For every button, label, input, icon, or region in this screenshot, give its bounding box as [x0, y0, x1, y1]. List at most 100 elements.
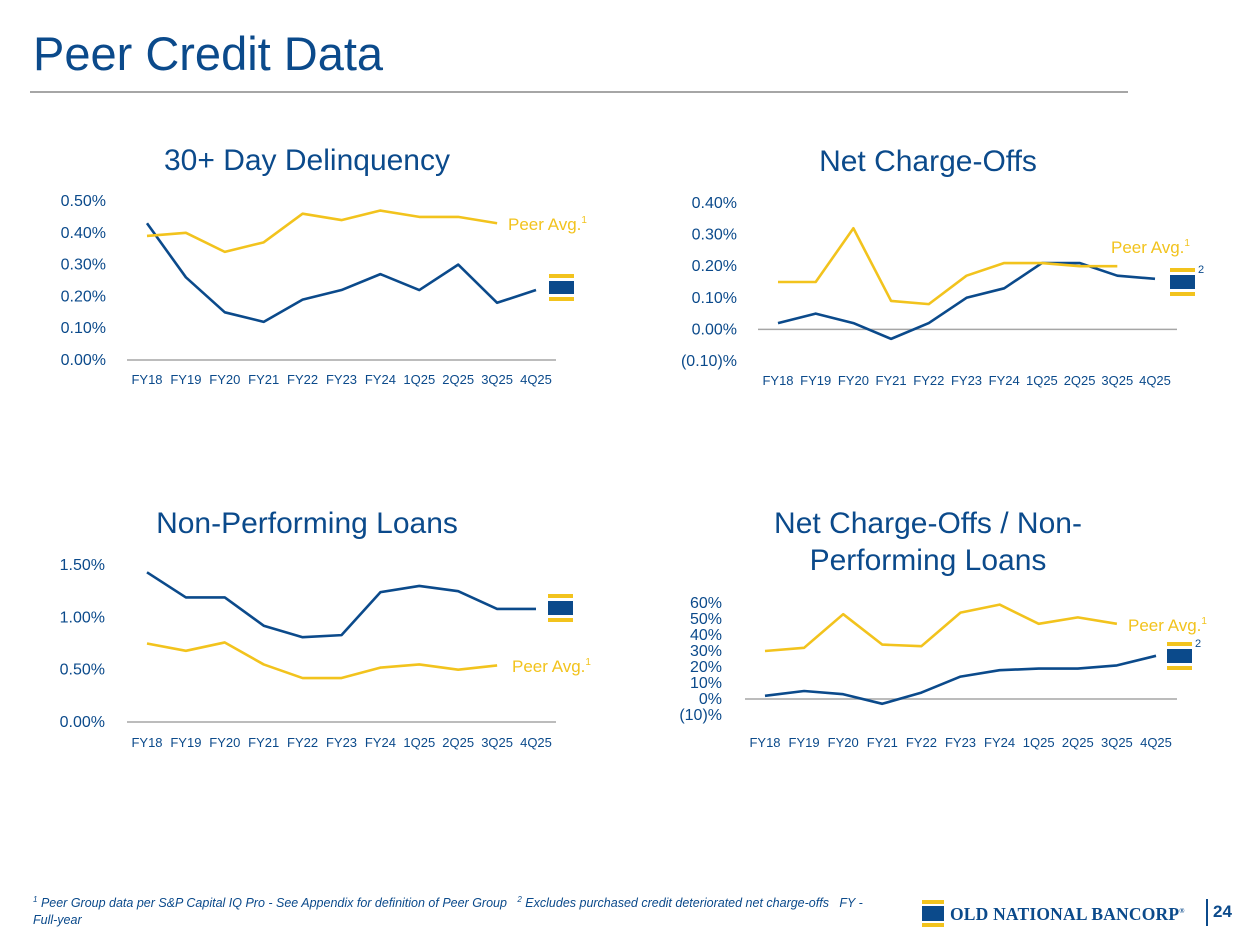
y-tick-label: 0.10% — [61, 320, 106, 337]
peer-avg-series-line — [146, 641, 498, 680]
footnote-1: Peer Group data per S&P Capital IQ Pro -… — [40, 896, 507, 911]
footnote: 1 Peer Group data per S&P Capital IQ Pro… — [33, 895, 873, 929]
x-tick-label: 3Q25 — [1101, 735, 1133, 750]
y-tick-label: 20% — [690, 659, 722, 676]
footnote-1-mark: 1 — [33, 895, 38, 904]
old-national-series-line — [764, 654, 1157, 706]
x-tick-label: FY19 — [170, 372, 201, 387]
peer-avg-series-line — [778, 226, 1118, 306]
x-tick-label: FY20 — [828, 735, 859, 750]
y-tick-label: (10)% — [679, 707, 722, 724]
x-tick-label: 3Q25 — [481, 372, 513, 387]
old-national-legend-marker — [1170, 268, 1195, 296]
x-tick-label: FY18 — [749, 735, 780, 750]
chart-title: Non-Performing Loans — [156, 507, 458, 540]
old-national-legend-marker — [1167, 642, 1192, 670]
x-tick-label: 2Q25 — [442, 372, 474, 387]
y-tick-label: 0.40% — [61, 225, 106, 242]
marker-navy-bar — [1167, 649, 1192, 663]
x-tick-label: FY22 — [913, 373, 944, 388]
chart-nco: Net Charge-Offs (0.10)% 0.00% 0.10% 0.20% 0.3… — [681, 145, 1204, 388]
x-tick-label: FY20 — [838, 373, 869, 388]
y-tick-label: 10% — [690, 675, 722, 692]
footnote-2-mark: 2 — [517, 895, 522, 904]
company-logo: OLD NATIONAL BANCORP® — [922, 900, 1212, 928]
marker-navy-bar — [548, 601, 573, 615]
x-tick-label: FY19 — [789, 735, 820, 750]
x-tick-label: FY24 — [989, 373, 1020, 388]
chart-nco_npl: Net Charge-Offs / Non- Performing Loans (1… — [679, 507, 1207, 750]
peer-avg-label: Peer Avg.1 — [508, 215, 587, 234]
x-tick-label: FY24 — [984, 735, 1015, 750]
marker-navy-bar — [549, 281, 574, 294]
x-tick-label: 2Q25 — [1062, 735, 1094, 750]
x-tick-label: FY22 — [906, 735, 937, 750]
footnote-2: Excludes purchased credit deteriorated n… — [525, 896, 829, 911]
footnote-3: FY - Full-year — [33, 896, 863, 928]
y-tick-label: 1.00% — [60, 609, 105, 626]
peer-avg-label: Peer Avg.1 — [1128, 616, 1207, 635]
old-national-series-line — [146, 571, 536, 639]
x-tick-label: 4Q25 — [1139, 373, 1171, 388]
y-tick-label: 0.30% — [692, 227, 737, 244]
marker-gold-bar-bottom — [549, 297, 574, 301]
old-national-flag-icon — [922, 900, 944, 927]
y-tick-label: 40% — [690, 627, 722, 644]
logo-text: OLD NATIONAL BANCORP® — [950, 904, 1185, 924]
x-tick-label: FY22 — [287, 372, 318, 387]
x-tick-label: 2Q25 — [1064, 373, 1096, 388]
peer-avg-footnote-mark: 1 — [585, 657, 591, 668]
y-tick-label: 0.20% — [692, 258, 737, 275]
y-tick-label: 50% — [690, 611, 722, 628]
peer-avg-label: Peer Avg.1 — [512, 657, 591, 676]
x-tick-label: FY21 — [248, 735, 279, 750]
marker-gold-bar-bottom — [1170, 292, 1195, 296]
peer-avg-series-line — [764, 603, 1118, 653]
y-tick-label: 0.20% — [61, 288, 106, 305]
x-tick-label: 1Q25 — [403, 372, 435, 387]
page-number: 24 — [1213, 902, 1232, 921]
x-tick-label: FY18 — [131, 372, 162, 387]
marker-gold-bar-top — [549, 274, 574, 278]
marker-gold-bar-bottom — [548, 618, 573, 622]
y-tick-label: 0.50% — [61, 193, 106, 210]
x-tick-label: FY22 — [287, 735, 318, 750]
x-tick-label: 1Q25 — [1023, 735, 1055, 750]
marker-gold-bar-bottom — [1167, 666, 1192, 670]
x-tick-label: FY18 — [762, 373, 793, 388]
old-national-legend-marker — [548, 594, 573, 622]
x-tick-label: FY19 — [170, 735, 201, 750]
chart-delinquency: 30+ Day Delinquency 0.00% 0.10% 0.20% 0.30% 0… — [61, 144, 588, 387]
peer-avg-label: Peer Avg.1 — [1111, 238, 1190, 257]
x-tick-label: FY20 — [209, 372, 240, 387]
title-divider — [30, 91, 1128, 93]
x-tick-label: FY23 — [951, 373, 982, 388]
old-national-series-line — [145, 222, 537, 324]
x-tick-label: FY21 — [248, 372, 279, 387]
y-tick-label: 0.00% — [61, 352, 106, 369]
chart-title: 30+ Day Delinquency — [164, 144, 450, 177]
y-tick-label: 0% — [699, 691, 722, 708]
old-national-legend-marker — [549, 274, 574, 301]
chart-title: Net Charge-Offs — [819, 145, 1037, 178]
page-title: Peer Credit Data — [33, 27, 384, 80]
marker-gold-bar-top — [1167, 642, 1192, 646]
peer-avg-series-line — [146, 209, 498, 254]
x-tick-label: FY20 — [209, 735, 240, 750]
y-tick-label: 0.30% — [61, 257, 106, 274]
peer-avg-footnote-mark: 1 — [1184, 238, 1190, 249]
y-tick-label: 0.10% — [692, 290, 737, 307]
y-tick-label: 0.00% — [60, 714, 105, 731]
x-tick-label: FY24 — [365, 735, 396, 750]
x-tick-label: 4Q25 — [520, 735, 552, 750]
x-tick-label: FY23 — [326, 735, 357, 750]
x-tick-label: 4Q25 — [520, 372, 552, 387]
marker-gold-bar-top — [548, 594, 573, 598]
x-tick-label: 1Q25 — [403, 735, 435, 750]
x-tick-label: FY21 — [867, 735, 898, 750]
chart-npl: Non-Performing Loans 0.00% 0.50% 1.00% 1.50%… — [60, 507, 592, 750]
x-tick-label: FY18 — [131, 735, 162, 750]
peer-avg-footnote-mark: 1 — [1201, 616, 1207, 627]
x-tick-label: 3Q25 — [481, 735, 513, 750]
